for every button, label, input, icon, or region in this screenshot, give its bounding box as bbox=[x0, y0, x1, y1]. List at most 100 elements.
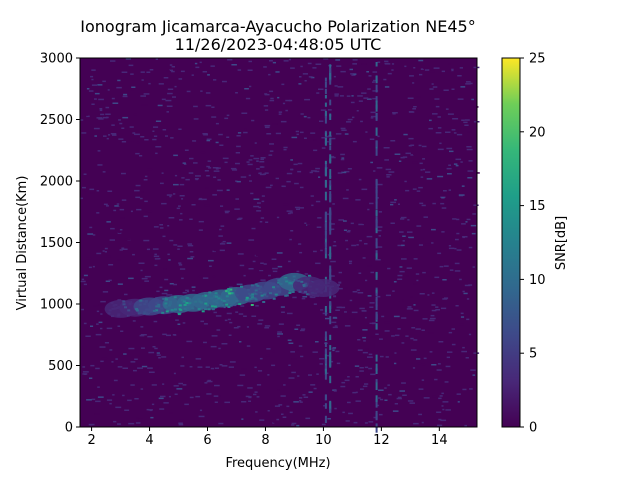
noise-cell bbox=[323, 347, 326, 349]
noise-cell bbox=[456, 393, 461, 395]
noise-cell bbox=[226, 312, 232, 315]
noise-cell bbox=[359, 239, 362, 242]
noise-cell bbox=[104, 251, 107, 253]
trace-cell bbox=[108, 309, 112, 312]
noise-cell bbox=[447, 173, 452, 175]
noise-cell bbox=[362, 351, 368, 354]
y-tick-label: 3000 bbox=[40, 52, 73, 67]
noise-cell bbox=[162, 333, 167, 336]
noise-cell bbox=[319, 363, 323, 365]
noise-cell bbox=[277, 333, 283, 335]
noise-cell bbox=[135, 152, 140, 155]
noise-cell bbox=[170, 137, 174, 139]
noise-cell bbox=[445, 131, 451, 133]
noise-cell bbox=[383, 147, 390, 149]
noise-cell bbox=[152, 130, 155, 132]
noise-cell bbox=[303, 115, 307, 118]
noise-cell bbox=[415, 328, 421, 330]
trace-cell bbox=[307, 274, 311, 277]
noise-cell bbox=[351, 74, 356, 76]
noise-cell bbox=[161, 292, 168, 295]
interference-cell bbox=[375, 209, 378, 217]
noise-cell bbox=[84, 114, 88, 116]
trace-cell bbox=[122, 300, 126, 303]
noise-cell bbox=[349, 262, 352, 265]
noise-cell bbox=[266, 133, 272, 135]
noise-cell bbox=[361, 92, 367, 94]
noise-cell bbox=[347, 376, 350, 378]
interference-cell bbox=[375, 299, 378, 307]
noise-cell bbox=[332, 245, 337, 247]
noise-cell bbox=[144, 175, 148, 178]
noise-cell bbox=[268, 261, 273, 264]
noise-cell bbox=[255, 254, 259, 256]
noise-cell bbox=[290, 159, 293, 161]
noise-cell bbox=[214, 384, 220, 387]
noise-cell bbox=[169, 69, 173, 72]
noise-cell bbox=[128, 422, 135, 425]
noise-cell bbox=[253, 205, 260, 208]
noise-cell bbox=[186, 340, 193, 343]
noise-cell bbox=[304, 80, 307, 82]
noise-cell bbox=[376, 404, 380, 407]
noise-cell bbox=[319, 127, 324, 129]
interference-cell bbox=[375, 296, 378, 301]
noise-cell bbox=[428, 116, 432, 119]
noise-cell bbox=[237, 384, 244, 387]
noise-cell bbox=[323, 405, 326, 407]
noise-cell bbox=[163, 402, 169, 404]
noise-cell bbox=[310, 296, 316, 299]
noise-cell bbox=[437, 363, 441, 365]
noise-cell bbox=[434, 276, 440, 279]
noise-cell bbox=[152, 248, 159, 250]
noise-cell bbox=[431, 83, 434, 85]
noise-cell bbox=[370, 200, 376, 202]
trace-cell bbox=[225, 295, 229, 298]
noise-cell bbox=[135, 422, 141, 424]
noise-cell bbox=[198, 415, 205, 418]
noise-cell bbox=[180, 212, 183, 215]
noise-cell bbox=[341, 171, 347, 174]
noise-cell bbox=[352, 391, 357, 394]
noise-cell bbox=[286, 180, 291, 183]
trace-point bbox=[307, 279, 340, 297]
noise-cell bbox=[447, 351, 453, 353]
noise-cell bbox=[130, 73, 134, 75]
noise-cell bbox=[384, 60, 389, 63]
trace-cell bbox=[309, 281, 312, 284]
noise-cell bbox=[186, 90, 191, 93]
noise-cell bbox=[357, 95, 363, 97]
noise-cell bbox=[327, 418, 331, 420]
noise-cell bbox=[123, 353, 127, 355]
interference-cell bbox=[329, 222, 332, 231]
noise-cell bbox=[449, 69, 452, 71]
noise-cell bbox=[313, 295, 320, 297]
noise-cell bbox=[289, 411, 293, 414]
noise-cell bbox=[271, 258, 277, 260]
noise-cell bbox=[146, 168, 153, 171]
noise-cell bbox=[84, 189, 88, 192]
noise-cell bbox=[345, 180, 350, 183]
noise-cell bbox=[254, 142, 257, 144]
noise-cell bbox=[355, 199, 361, 201]
noise-cell bbox=[336, 306, 342, 309]
interference-cell bbox=[329, 73, 332, 80]
noise-cell bbox=[328, 349, 333, 352]
noise-cell bbox=[263, 263, 267, 265]
noise-cell bbox=[189, 396, 194, 399]
noise-cell bbox=[315, 341, 319, 343]
trace-cell bbox=[230, 292, 234, 295]
noise-cell bbox=[451, 328, 455, 330]
noise-cell bbox=[158, 357, 161, 359]
noise-cell bbox=[397, 278, 403, 280]
trace-cell bbox=[329, 285, 333, 288]
noise-cell bbox=[458, 194, 465, 196]
noise-cell bbox=[309, 171, 313, 174]
noise-cell bbox=[98, 304, 104, 306]
noise-cell bbox=[291, 422, 297, 425]
x-tick-label: 8 bbox=[261, 433, 269, 448]
noise-cell bbox=[384, 399, 388, 401]
noise-cell bbox=[472, 266, 475, 268]
noise-cell bbox=[121, 141, 127, 143]
